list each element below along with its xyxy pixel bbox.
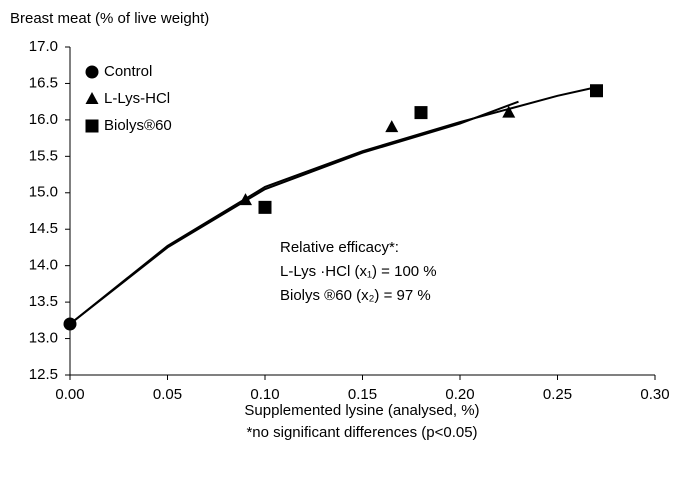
annotation: Relative efficacy*: — [280, 239, 399, 256]
y-tick-label: 16.0 — [29, 111, 58, 128]
y-tick-label: 13.0 — [29, 330, 58, 347]
marker-triangle — [385, 120, 399, 133]
marker-triangle — [239, 193, 252, 206]
footnote: *no significant differences (p<0.05) — [246, 424, 477, 441]
x-tick-label: 0.20 — [445, 386, 474, 403]
y-tick-label: 12.5 — [29, 366, 58, 383]
y-tick-label: 15.0 — [29, 184, 58, 201]
marker-square — [414, 106, 428, 120]
y-tick-label: 14.0 — [29, 257, 58, 274]
y-axis-title: Breast meat (% of live weight) — [10, 10, 209, 27]
marker-triangle — [85, 92, 99, 104]
legend-label: L-Lys-HCl — [104, 90, 170, 107]
x-tick-label: 0.00 — [55, 386, 84, 403]
y-tick-label: 17.0 — [29, 38, 58, 55]
annotation: Biolys ®60 (x₂) = 97 % — [280, 287, 431, 304]
legend-label: Control — [104, 63, 152, 80]
y-tick-label: 15.5 — [29, 147, 58, 164]
fit-line — [69, 86, 597, 325]
x-tick-label: 0.25 — [543, 386, 572, 403]
x-tick-label: 0.30 — [640, 386, 669, 403]
legend-label: Biolys®60 — [104, 117, 172, 134]
x-tick-label: 0.05 — [153, 386, 182, 403]
marker-triangle — [502, 105, 516, 118]
marker-circle — [85, 65, 99, 79]
marker-square — [590, 84, 603, 98]
y-tick-label: 13.5 — [29, 293, 58, 310]
marker-square — [258, 200, 272, 214]
marker-square — [85, 119, 99, 133]
marker-circle — [63, 317, 77, 331]
x-tick-label: 0.15 — [348, 386, 377, 403]
y-tick-label: 14.5 — [29, 220, 58, 237]
annotation: L-Lys ·HCl (x₁) = 100 % — [280, 263, 437, 280]
x-tick-label: 0.10 — [250, 386, 279, 403]
y-tick-label: 16.5 — [29, 74, 58, 91]
x-axis-title: Supplemented lysine (analysed, %) — [244, 402, 479, 419]
